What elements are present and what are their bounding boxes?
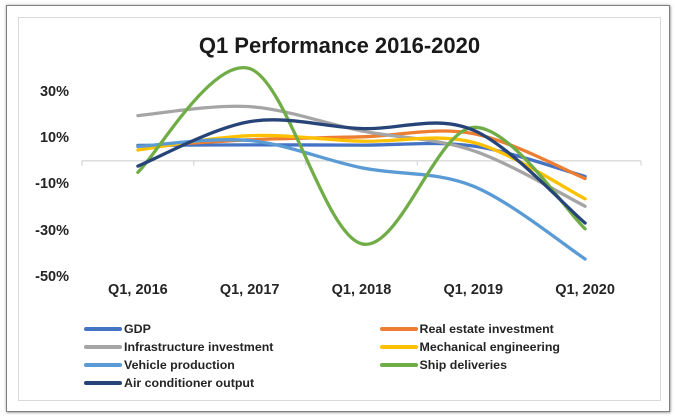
y-axis-label[interactable]: -30% [35, 222, 69, 239]
legend-label: Infrastructure investment [124, 340, 274, 354]
legend-swatch-infrastructure-investment [84, 345, 122, 349]
y-axis-label[interactable]: 30% [39, 84, 69, 101]
series-line-ship-deliveries[interactable] [136, 66, 587, 246]
chart-title[interactable]: Q1 Performance 2016-2020 [198, 33, 481, 58]
x-axis-label[interactable]: Q1, 2016 [108, 282, 168, 298]
legend-label: Mechanical engineering [419, 340, 560, 354]
x-axis-label[interactable]: Q1, 2018 [331, 282, 392, 298]
x-axis-line [81, 160, 642, 166]
x-axis-label[interactable]: Q1, 2019 [443, 282, 504, 298]
y-axis-label[interactable]: 10% [39, 130, 69, 147]
series-line-air-conditioner-output[interactable] [136, 118, 587, 225]
y-axis-label[interactable]: -50% [35, 268, 69, 285]
legend-label: Ship deliveries [419, 358, 507, 372]
legend-label: Vehicle production [124, 358, 235, 372]
x-axis-label[interactable]: Q1, 2020 [555, 282, 615, 298]
legend-swatch-air-conditioner-output [84, 381, 122, 385]
series-line-infrastructure-investment[interactable] [136, 104, 587, 208]
legend-label: Real estate investment [419, 322, 554, 336]
x-axis-label[interactable]: Q1, 2017 [219, 282, 280, 298]
legend-swatch-ship-deliveries [379, 363, 418, 367]
legend-swatch-mechanical-engineering [379, 345, 418, 349]
series-line-vehicle-production[interactable] [136, 138, 587, 261]
legend-swatch-gdp [84, 327, 122, 331]
chart-area[interactable] [18, 17, 661, 401]
legend-label: Air conditioner output [124, 376, 255, 390]
y-axis-label[interactable]: -10% [35, 176, 69, 193]
legend-label: GDP [124, 322, 151, 336]
legend-swatch-real-estate-investment [379, 327, 418, 331]
legend-swatch-vehicle-production [84, 363, 122, 367]
